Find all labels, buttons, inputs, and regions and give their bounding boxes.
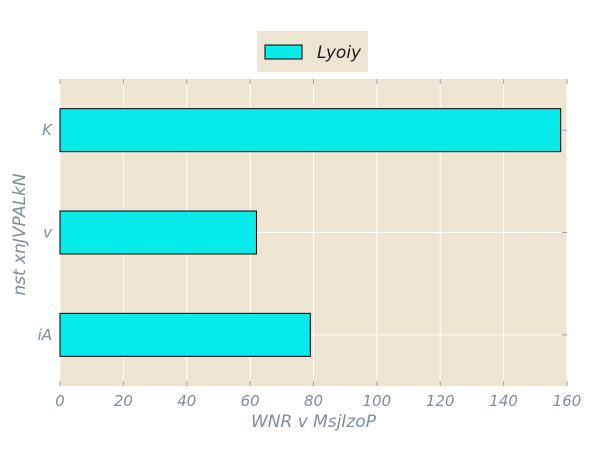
y-tick-label: K xyxy=(42,121,53,139)
legend-label: Lyoiy xyxy=(317,43,362,63)
x-tick-label: 40 xyxy=(177,392,196,410)
legend-swatch xyxy=(264,44,303,60)
y-tick-label: iA xyxy=(38,326,52,344)
y-axis-title: nst xnJVPALkN xyxy=(10,173,30,296)
x-tick-label: 160 xyxy=(553,392,582,410)
x-tick-label: 140 xyxy=(489,392,518,410)
y-tick-labels: Kv iA xyxy=(38,121,54,344)
bars xyxy=(59,108,562,357)
x-tick-label: 100 xyxy=(363,392,392,410)
bar-v xyxy=(59,210,257,255)
bar-k xyxy=(59,108,562,153)
x-tick-label: 20 xyxy=(114,392,133,410)
bar-ia xyxy=(59,312,311,357)
x-tick-label: 120 xyxy=(426,392,455,410)
x-tick-labels: 0 20 40 60 80 100 120 140 160 xyxy=(55,392,581,410)
x-tick-label: 80 xyxy=(304,392,323,410)
x-tick-label: 0 xyxy=(55,392,65,410)
x-axis-title: WNR v MsjIzoP xyxy=(251,412,377,432)
y-tick-label: v xyxy=(43,224,53,242)
x-tick-label: 60 xyxy=(241,392,260,410)
legend: Lyoiy xyxy=(257,31,368,72)
